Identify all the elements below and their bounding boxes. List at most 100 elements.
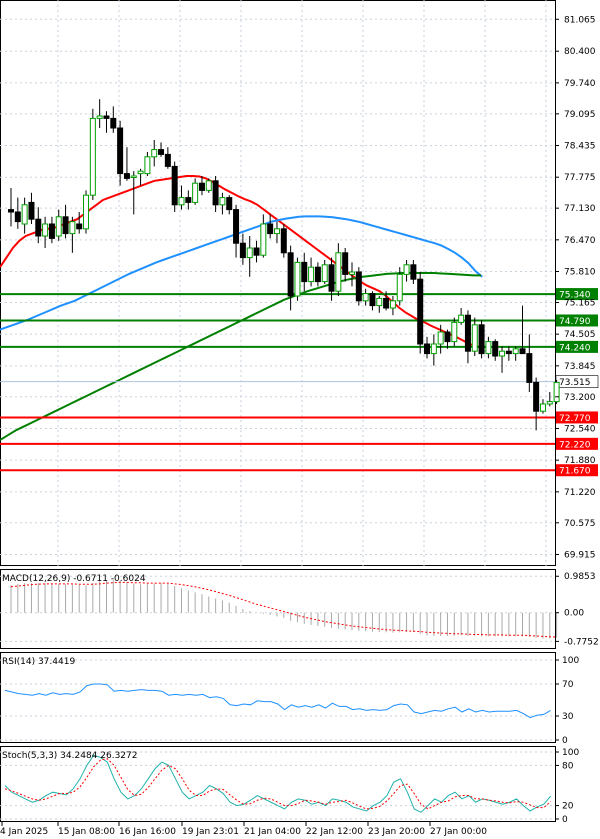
candle[interactable] [137, 168, 144, 186]
candle[interactable] [123, 147, 130, 181]
candle[interactable] [369, 291, 376, 311]
candle[interactable] [349, 262, 355, 287]
candle-body [410, 264, 417, 280]
candle[interactable] [389, 296, 396, 316]
candle[interactable] [42, 216, 49, 248]
candle[interactable] [314, 262, 321, 287]
candle-body [287, 252, 294, 297]
candle[interactable] [239, 233, 246, 265]
candle[interactable] [212, 176, 219, 212]
candle[interactable] [69, 216, 76, 253]
level-label: 71.670 [559, 467, 591, 477]
candle[interactable] [512, 346, 519, 361]
candle[interactable] [308, 257, 315, 287]
candle[interactable] [273, 221, 280, 244]
stoch-panel[interactable]: 100 80 20 0 Stoch(5,3,3) 34.2484 26.3272 [0, 746, 579, 826]
candle[interactable] [83, 190, 90, 234]
candle[interactable] [539, 399, 546, 414]
candle[interactable] [396, 267, 403, 306]
candle[interactable] [96, 99, 103, 128]
candle[interactable] [48, 216, 55, 244]
candle[interactable] [342, 248, 349, 282]
candle[interactable] [8, 188, 14, 227]
price-panel[interactable]: 75.340 74.790 74.240 72.770 72.220 71.670 73.5… [0, 0, 599, 566]
candle[interactable] [376, 296, 383, 313]
candle[interactable] [164, 147, 171, 169]
candle[interactable] [192, 178, 199, 205]
candle[interactable] [267, 214, 274, 239]
candle[interactable] [471, 317, 478, 356]
candle-body [376, 297, 383, 307]
candle[interactable] [89, 108, 96, 200]
rsi-panel[interactable]: 100 70 30 0 RSI(14) 37.4419 [0, 652, 579, 747]
candle[interactable] [362, 288, 369, 306]
candle[interactable] [492, 339, 499, 361]
candle-body [130, 175, 137, 178]
candle[interactable] [430, 334, 437, 366]
level-label: 72.220 [559, 440, 591, 450]
candle[interactable] [505, 346, 512, 361]
candle[interactable] [130, 171, 137, 215]
candle[interactable] [117, 120, 124, 186]
candle[interactable] [485, 336, 492, 359]
bid-label: 73.515 [559, 378, 591, 388]
candle[interactable] [478, 320, 485, 359]
candle[interactable] [171, 161, 178, 212]
candle[interactable] [178, 185, 185, 210]
candle[interactable] [526, 334, 533, 392]
time-tick-label: 23 Jan 20:00 [368, 827, 425, 837]
candle[interactable] [158, 142, 165, 157]
candle[interactable] [383, 291, 390, 311]
candle[interactable] [355, 267, 362, 306]
candle[interactable] [533, 377, 540, 431]
candle[interactable] [151, 140, 158, 167]
candle[interactable] [55, 209, 62, 241]
candle[interactable] [226, 195, 233, 215]
candle[interactable] [35, 207, 42, 244]
candle[interactable] [144, 152, 151, 176]
candle[interactable] [21, 197, 28, 234]
candle[interactable] [451, 317, 458, 347]
candle[interactable] [110, 106, 117, 133]
candle[interactable] [464, 310, 471, 364]
candle[interactable] [403, 260, 410, 282]
candle[interactable] [437, 324, 444, 354]
candle[interactable] [219, 192, 226, 215]
candle-body [273, 228, 280, 235]
candle-body [48, 223, 55, 239]
candle[interactable] [287, 245, 294, 311]
candle[interactable] [28, 192, 35, 224]
candle[interactable] [253, 240, 260, 263]
candle[interactable] [424, 336, 431, 359]
candle[interactable] [76, 212, 83, 234]
candle[interactable] [444, 329, 451, 349]
candle[interactable] [417, 272, 424, 354]
candle[interactable] [246, 236, 253, 277]
candle-body [403, 264, 410, 275]
candle[interactable] [103, 111, 110, 133]
candle[interactable] [335, 243, 342, 296]
candle[interactable] [198, 176, 205, 196]
candle[interactable] [280, 224, 287, 258]
candle[interactable] [546, 392, 553, 407]
candle[interactable] [260, 214, 267, 258]
candle[interactable] [205, 178, 212, 193]
candle[interactable] [14, 197, 21, 229]
candle-body [89, 117, 96, 196]
candle[interactable] [458, 308, 465, 325]
candle[interactable] [553, 380, 560, 404]
candle[interactable] [185, 190, 192, 210]
candle[interactable] [301, 252, 308, 292]
candle[interactable] [62, 204, 69, 239]
candle-body [62, 216, 69, 235]
candle[interactable] [328, 257, 335, 301]
candle[interactable] [294, 257, 301, 301]
candle[interactable] [410, 260, 417, 284]
candle[interactable] [233, 204, 240, 258]
candle[interactable] [321, 260, 328, 284]
candle[interactable] [499, 346, 506, 373]
stoch-tick-label: 80 [562, 761, 574, 771]
candle[interactable] [519, 305, 526, 355]
macd-panel[interactable]: 0.9853 0.00 -0.7752 MACD(12,26,9) -0.6711 … [0, 569, 599, 649]
